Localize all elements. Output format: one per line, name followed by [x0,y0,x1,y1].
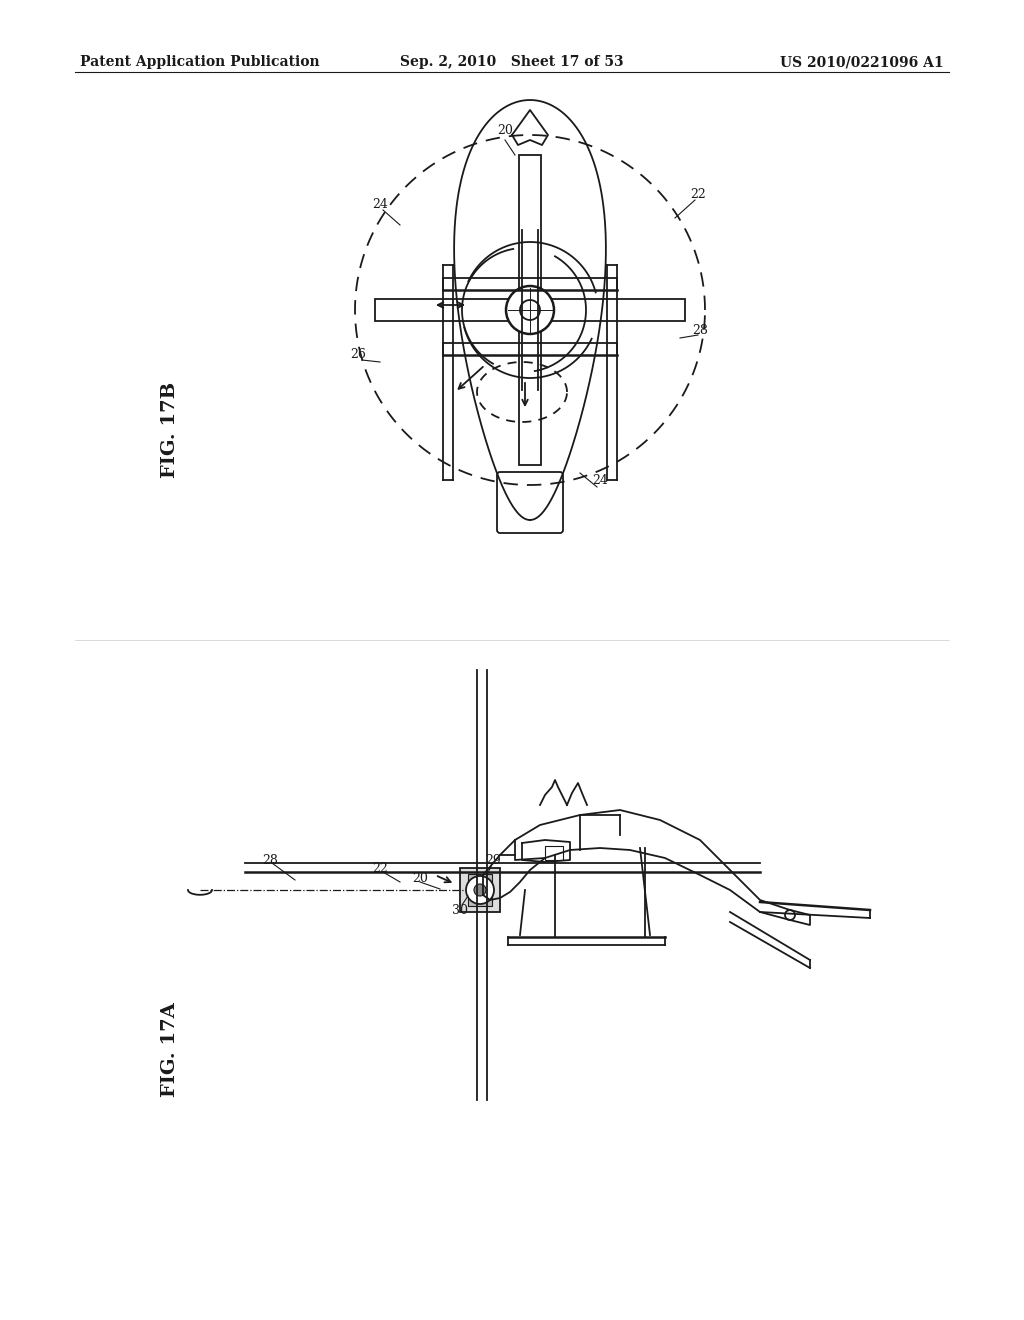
Text: 26: 26 [350,348,366,362]
Text: FIG. 17B: FIG. 17B [161,381,179,478]
Text: 28: 28 [692,323,708,337]
Text: US 2010/0221096 A1: US 2010/0221096 A1 [780,55,944,69]
Text: FIG. 17A: FIG. 17A [161,1003,179,1097]
Text: 22: 22 [690,189,706,202]
Text: 24: 24 [372,198,388,211]
Text: 24: 24 [592,474,608,487]
Bar [468,874,492,906]
Circle shape [506,286,554,334]
Circle shape [785,909,795,920]
Text: 28: 28 [262,854,278,866]
Text: Sep. 2, 2010   Sheet 17 of 53: Sep. 2, 2010 Sheet 17 of 53 [400,55,624,69]
Text: 20: 20 [412,871,428,884]
Circle shape [474,884,486,896]
Bar [460,869,500,912]
Text: 22: 22 [372,862,388,874]
Text: Patent Application Publication: Patent Application Publication [80,55,319,69]
Text: 20: 20 [497,124,513,136]
Text: 30: 30 [452,903,468,916]
Text: 29: 29 [485,854,501,866]
Circle shape [466,876,494,904]
Bar [545,846,563,861]
